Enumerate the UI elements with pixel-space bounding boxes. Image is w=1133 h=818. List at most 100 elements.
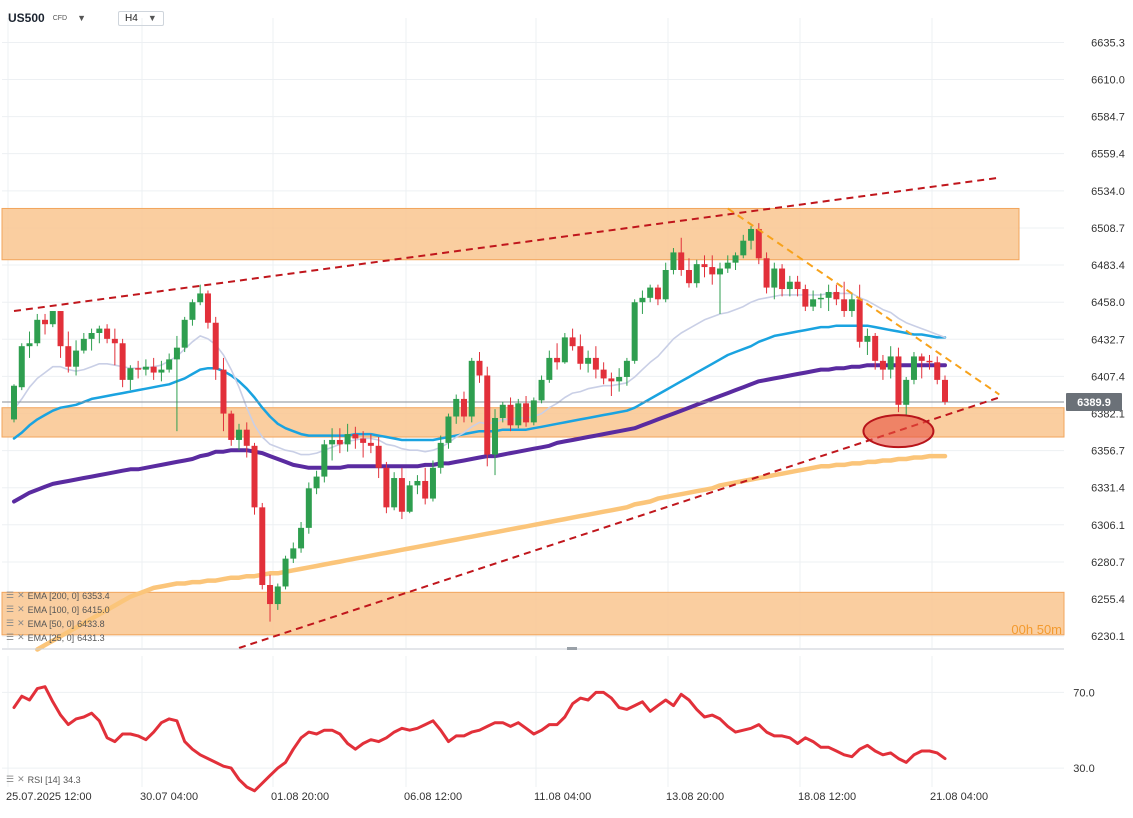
price-tick-label: 6306.1 — [1091, 520, 1125, 532]
menu-icon[interactable]: ☰ — [6, 774, 15, 784]
candle-body — [748, 228, 755, 241]
candle-body — [383, 467, 390, 508]
close-icon[interactable]: ✕ — [17, 632, 25, 642]
candle-body — [577, 346, 584, 364]
candle-body — [251, 445, 258, 508]
candle-body — [523, 403, 530, 423]
candle-body — [879, 360, 886, 370]
candle-body — [460, 398, 467, 417]
candle-body — [678, 252, 685, 270]
legend-ema-50[interactable]: ☰ ✕ EMA [50, 0] 6433.8 — [6, 618, 105, 629]
candle-body — [864, 335, 871, 342]
candle-body — [11, 385, 17, 420]
candle-body — [329, 439, 336, 445]
time-tick-label: 06.08 12:00 — [404, 791, 462, 803]
candle-body — [910, 356, 917, 380]
price-tick-label: 6559.4 — [1091, 149, 1125, 161]
candle-body — [290, 548, 297, 559]
candle-body — [235, 429, 242, 440]
rsi-line — [12, 685, 947, 793]
candle-body — [872, 335, 879, 361]
candle-body — [127, 368, 134, 380]
candle-body — [833, 291, 840, 300]
candle-body — [453, 398, 460, 417]
price-tick-label: 6356.7 — [1091, 446, 1125, 458]
ema-200-label: EMA [200, 0] — [27, 590, 80, 601]
candle-body — [468, 360, 475, 417]
channel-lower-line — [238, 396, 1000, 649]
candle-body — [414, 480, 421, 486]
candle-body — [755, 228, 762, 259]
candle-body — [298, 527, 305, 549]
menu-icon[interactable]: ☰ — [6, 604, 15, 614]
candle-body — [779, 268, 786, 290]
time-tick-label: 11.08 04:00 — [534, 791, 591, 803]
instrument-type: CFD — [52, 14, 68, 22]
candle-body — [398, 478, 405, 512]
chevron-down-icon: ▼ — [147, 13, 157, 23]
price-tick-label: 6382.1 — [1091, 408, 1125, 420]
close-icon[interactable]: ✕ — [17, 604, 25, 614]
menu-icon[interactable]: ☰ — [6, 618, 15, 628]
candle-body — [228, 413, 235, 440]
candle-body — [639, 297, 646, 303]
ema-200-value: 6353.4 — [82, 590, 110, 601]
candle-body — [763, 258, 770, 288]
close-icon[interactable]: ✕ — [17, 774, 25, 784]
candle-body — [166, 359, 173, 370]
candle-body — [647, 287, 654, 298]
countdown-timer: 00h 50m — [1011, 622, 1062, 637]
candle-body — [375, 445, 382, 468]
candle-body — [119, 343, 126, 380]
price-tick-label: 6635.3 — [1091, 37, 1125, 49]
rsi-label: RSI [14] — [27, 774, 61, 785]
time-axis: 25.07.2025 12:00 30.07 04:00 01.08 20:00 06… — [6, 791, 988, 803]
candle-body — [569, 337, 576, 347]
candle-body — [34, 319, 41, 344]
candle-body — [26, 343, 33, 347]
candle-body — [701, 264, 708, 268]
rsi-tick-label: 70.0 — [1073, 687, 1094, 699]
ema-200-line — [35, 453, 948, 652]
symbol-label[interactable]: US500 — [8, 11, 45, 25]
candle-body — [243, 429, 250, 446]
time-tick-label: 30.07 04:00 — [140, 791, 198, 803]
legend-ema-100[interactable]: ☰ ✕ EMA [100, 0] 6415.0 — [6, 604, 110, 615]
candle-body — [445, 416, 452, 443]
candle-body — [724, 262, 731, 269]
candle-body — [942, 379, 948, 402]
candle-body — [561, 337, 568, 363]
channel-upper-line — [13, 176, 1000, 313]
legend-rsi[interactable]: ☰ ✕ RSI [14] 34.3 — [6, 774, 81, 785]
candle-body — [422, 480, 429, 499]
timeframe-selector[interactable]: H4 ▼ — [118, 10, 164, 26]
candle-body — [546, 357, 553, 380]
close-icon[interactable]: ✕ — [17, 590, 25, 600]
candles — [11, 223, 948, 622]
price-tick-label: 6534.0 — [1091, 186, 1125, 198]
menu-icon[interactable]: ☰ — [6, 590, 15, 600]
candle-body — [367, 442, 374, 446]
price-tick-label: 6407.4 — [1091, 371, 1125, 383]
price-tick-label: 6255.4 — [1091, 594, 1125, 606]
time-tick-label: 13.08 20:00 — [666, 791, 724, 803]
candle-body — [42, 319, 49, 325]
candle-body — [212, 322, 219, 370]
candle-body — [181, 319, 188, 348]
candle-body — [111, 338, 118, 344]
candle-body — [18, 346, 25, 388]
candle-body — [104, 328, 111, 339]
ema-25-value: 6431.3 — [77, 632, 105, 643]
close-icon[interactable]: ✕ — [17, 618, 25, 628]
menu-icon[interactable]: ☰ — [6, 632, 15, 642]
time-tick-label: 01.08 20:00 — [271, 791, 329, 803]
candle-body — [344, 434, 351, 445]
candle-body — [484, 375, 491, 455]
candle-body — [554, 357, 561, 363]
symbol-dropdown-icon[interactable]: ▼ — [77, 13, 87, 23]
candle-body — [88, 333, 95, 339]
legend-ema-25[interactable]: ☰ ✕ EMA [25, 0] 6431.3 — [6, 632, 105, 643]
legend-ema-200[interactable]: ☰ ✕ EMA [200, 0] 6353.4 — [6, 590, 110, 601]
